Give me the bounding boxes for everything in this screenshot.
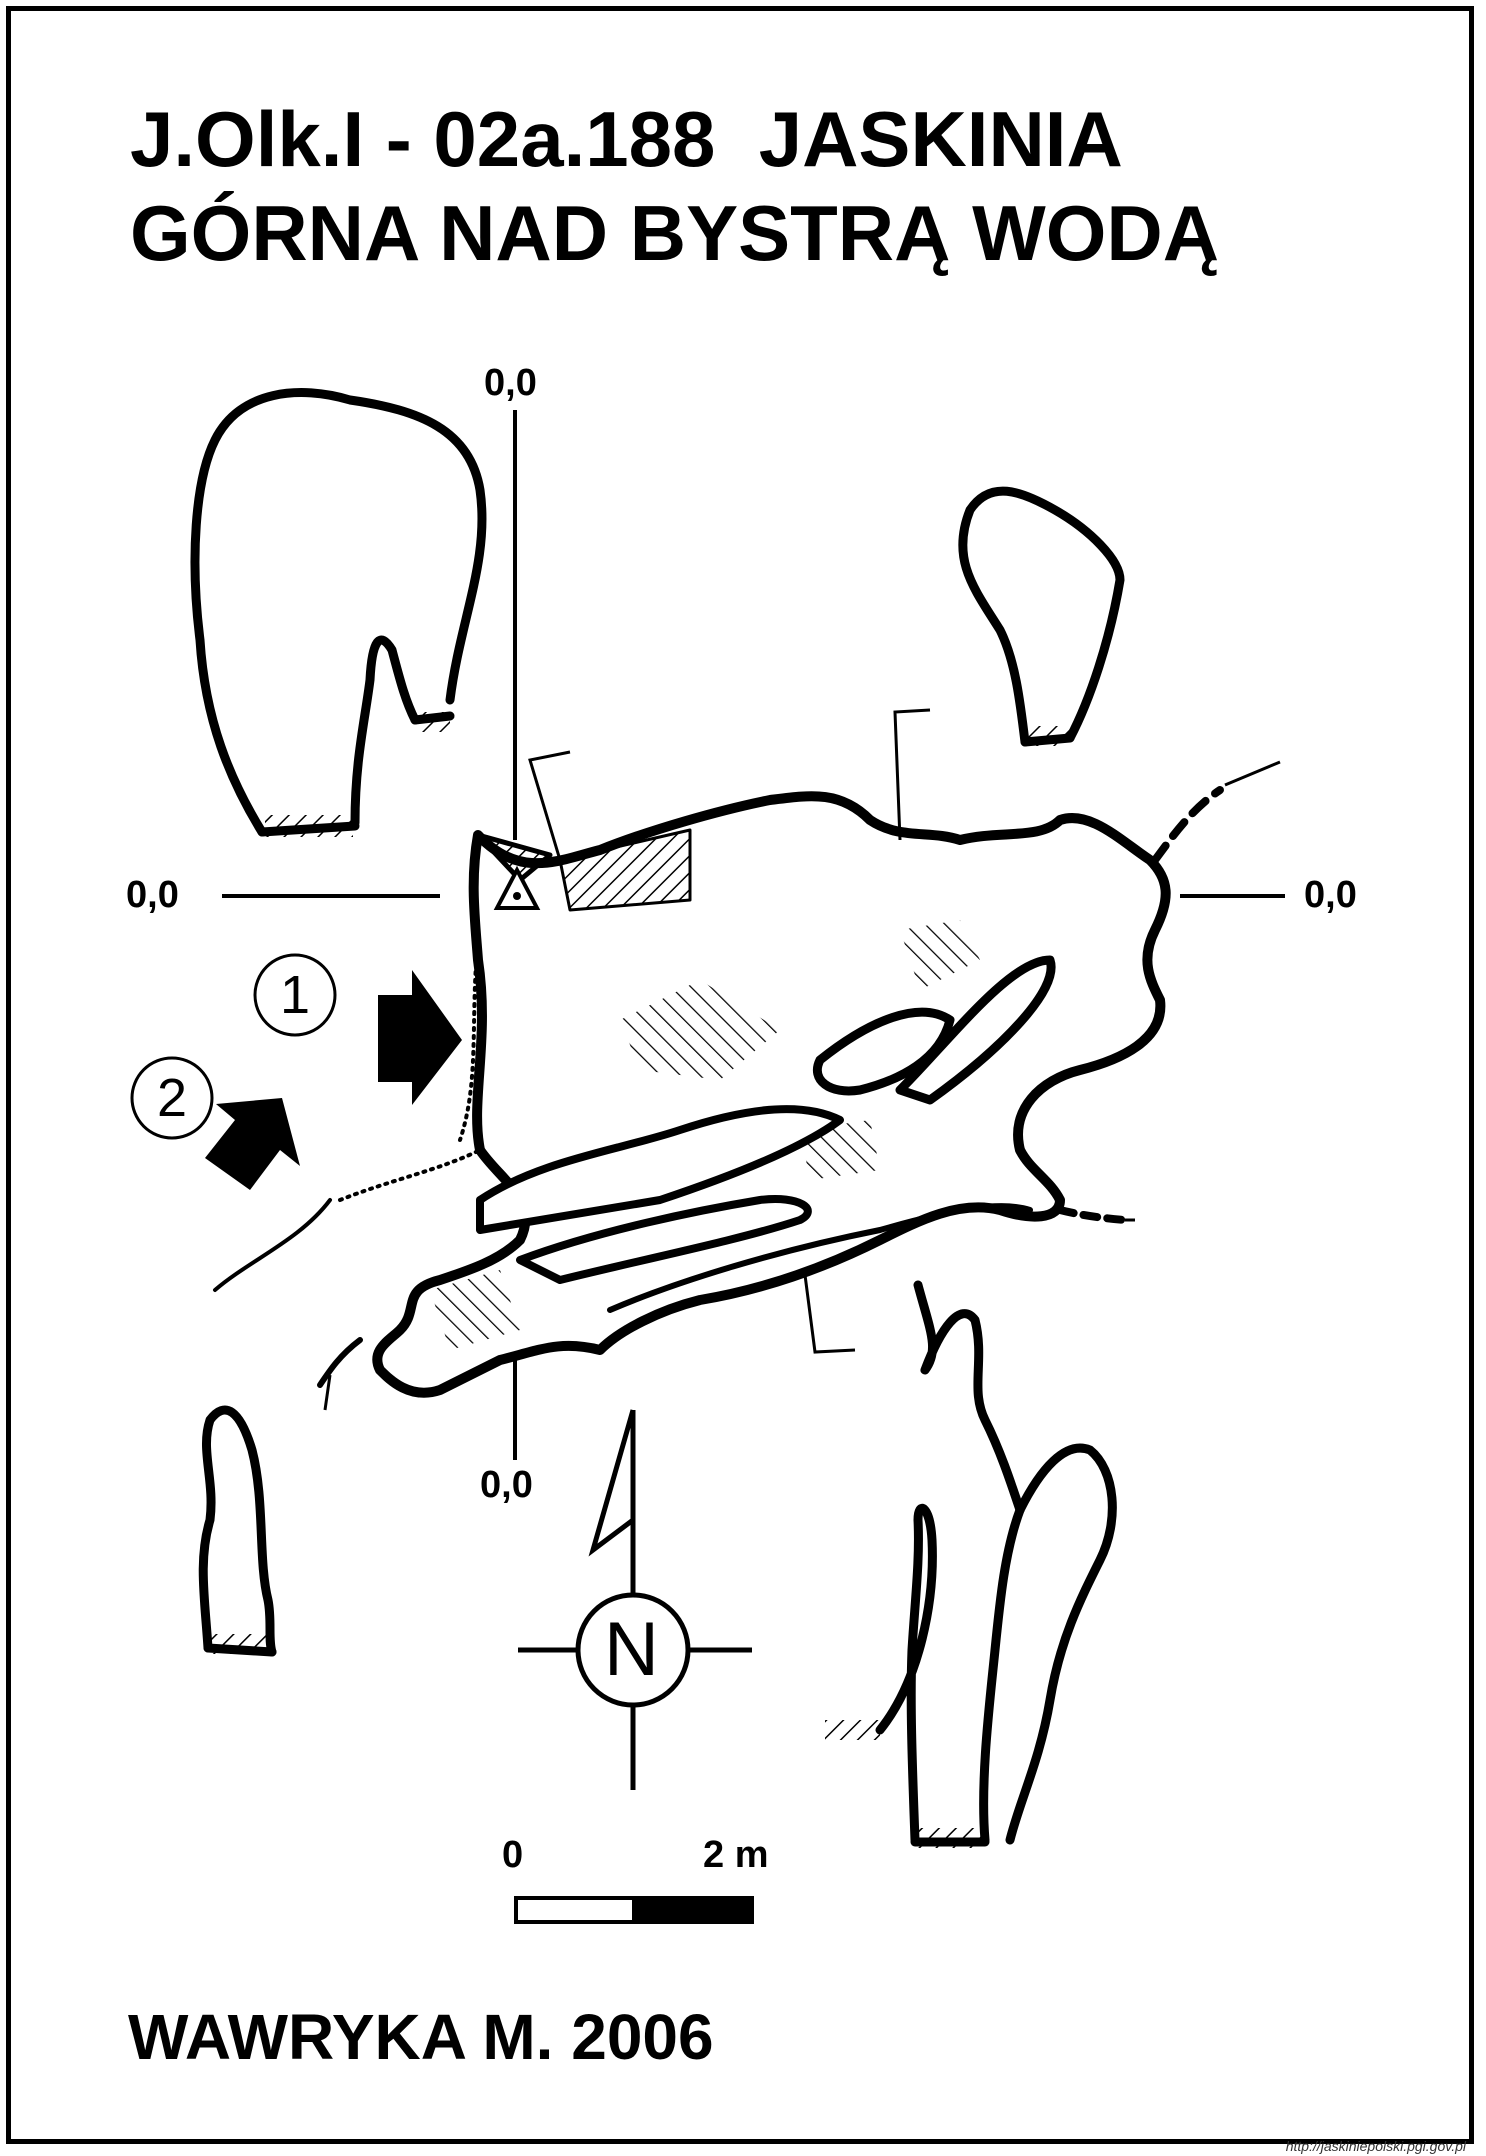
cave-plan (213, 786, 1224, 1398)
source-url[interactable]: http://jaskiniepolski.pgi.gov.pl (1285, 2138, 1466, 2154)
map-frame (6, 6, 1474, 2144)
datum-label-right: 0,0 (1304, 874, 1357, 916)
scale-start-label: 0 (502, 1834, 524, 1876)
cross-section-nw (190, 388, 487, 837)
survey-point-icon (493, 865, 541, 910)
datum-label-left: 0,0 (126, 874, 179, 916)
author-credit: WAWRYKA M. 2006 (128, 2001, 714, 2073)
entrance-arrow-icon (205, 970, 462, 1190)
title-line-2: GÓRNA NAD BYSTRĄ WODĄ (130, 189, 1220, 277)
entrance-1-circle (253, 953, 337, 1037)
entrance-2-label: 2 (157, 1068, 188, 1128)
entrance-number-markers (130, 953, 337, 1140)
rubble-hatch-icon (265, 815, 353, 837)
scale-bar (514, 1896, 754, 1924)
cross-section-sw (198, 1405, 277, 1657)
datum-lines (222, 410, 1285, 1460)
cross-section-ne (958, 486, 1125, 747)
north-arrow-icon (518, 1409, 752, 1790)
north-label: N (604, 1607, 659, 1692)
scale-end-label: 2 m (703, 1834, 769, 1876)
datum-label-bottom: 0,0 (480, 1464, 533, 1506)
entrance-1-label: 1 (280, 965, 311, 1025)
title-line-1: J.Olk.I - 02a.188 JASKINIA (130, 95, 1123, 183)
section-markers (323, 708, 1281, 1411)
entrance-2-circle (130, 1056, 214, 1140)
map-title: J.Olk.I - 02a.188 JASKINIA GÓRNA NAD BYS… (130, 92, 1219, 280)
datum-label-top: 0,0 (484, 362, 537, 404)
cross-section-se (825, 1280, 1117, 1848)
